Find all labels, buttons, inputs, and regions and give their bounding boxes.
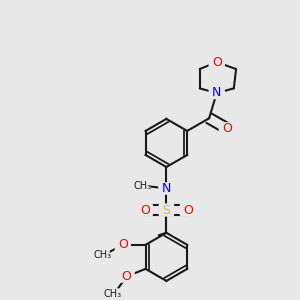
FancyBboxPatch shape xyxy=(158,182,175,195)
Text: O: O xyxy=(118,238,128,251)
FancyBboxPatch shape xyxy=(180,204,196,216)
Text: N: N xyxy=(212,86,221,100)
Text: S: S xyxy=(162,203,170,217)
FancyBboxPatch shape xyxy=(92,249,110,261)
FancyBboxPatch shape xyxy=(159,203,174,217)
Text: CH₃: CH₃ xyxy=(134,181,152,191)
FancyBboxPatch shape xyxy=(137,204,153,216)
Text: O: O xyxy=(122,270,131,283)
Text: O: O xyxy=(212,56,222,69)
FancyBboxPatch shape xyxy=(115,238,131,251)
FancyBboxPatch shape xyxy=(208,56,225,68)
Text: CH₃: CH₃ xyxy=(103,289,122,299)
FancyBboxPatch shape xyxy=(102,288,120,300)
Text: O: O xyxy=(140,203,150,217)
FancyBboxPatch shape xyxy=(219,122,235,135)
FancyBboxPatch shape xyxy=(118,270,135,283)
FancyBboxPatch shape xyxy=(131,180,150,192)
Text: O: O xyxy=(222,122,232,135)
Text: N: N xyxy=(162,182,171,195)
Text: CH₃: CH₃ xyxy=(93,250,111,260)
FancyBboxPatch shape xyxy=(208,87,225,99)
Text: O: O xyxy=(183,203,193,217)
